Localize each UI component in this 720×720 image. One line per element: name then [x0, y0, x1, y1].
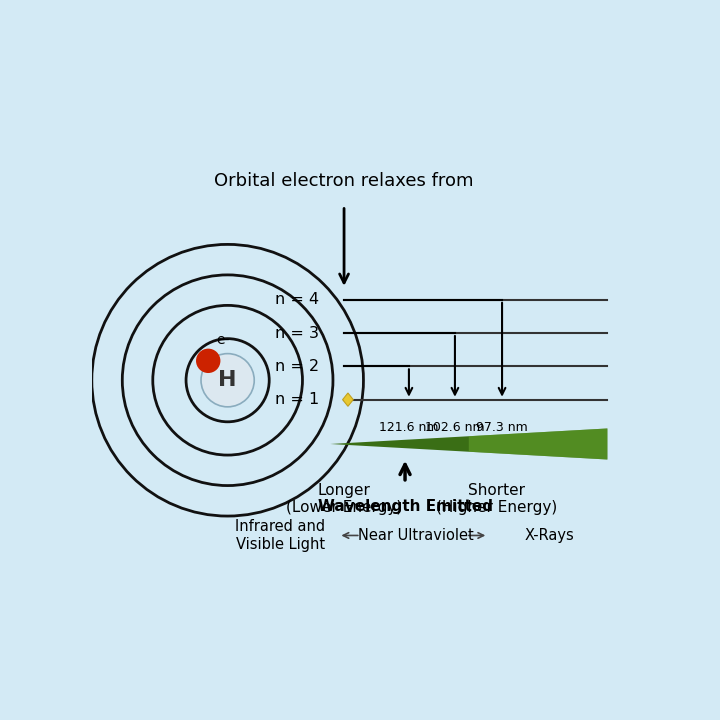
Text: Infrared and
Visible Light: Infrared and Visible Light — [235, 519, 325, 552]
Text: Near Ultraviolet: Near Ultraviolet — [359, 528, 474, 543]
Circle shape — [201, 354, 254, 407]
Text: n = 1: n = 1 — [275, 392, 319, 407]
Text: 102.6 nm: 102.6 nm — [425, 420, 485, 433]
Text: n = 4: n = 4 — [275, 292, 319, 307]
Text: Wavelength Emitted: Wavelength Emitted — [318, 500, 492, 514]
Text: Longer
(Lower Energy): Longer (Lower Energy) — [286, 483, 402, 516]
Polygon shape — [330, 428, 608, 459]
Polygon shape — [343, 393, 354, 406]
Text: e-: e- — [217, 333, 230, 347]
Text: Shorter
(Higher Energy): Shorter (Higher Energy) — [436, 483, 557, 516]
Text: 97.3 nm: 97.3 nm — [476, 420, 528, 433]
Text: n = 2: n = 2 — [275, 359, 319, 374]
Text: X-Rays: X-Rays — [524, 528, 574, 543]
Polygon shape — [469, 428, 608, 459]
Text: Orbital electron relaxes from: Orbital electron relaxes from — [215, 171, 474, 189]
Text: H: H — [218, 370, 237, 390]
Circle shape — [196, 348, 220, 373]
Text: 121.6 nm: 121.6 nm — [379, 420, 438, 433]
Text: n = 3: n = 3 — [275, 325, 319, 341]
